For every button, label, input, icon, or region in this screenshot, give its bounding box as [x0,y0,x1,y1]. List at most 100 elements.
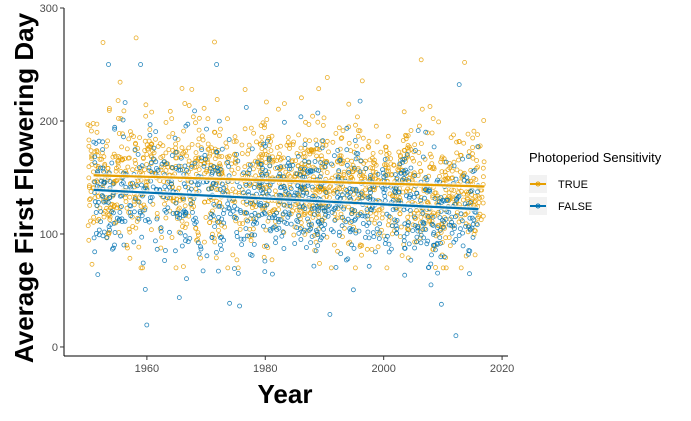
data-point [309,206,315,212]
data-point [383,162,389,168]
data-point [474,158,480,163]
data-point [196,251,202,257]
data-point [92,160,98,166]
data-point [377,221,383,227]
data-point [94,149,100,155]
data-point [286,166,292,172]
data-point [336,229,342,235]
data-point [251,241,257,247]
data-point [211,235,217,241]
data-point [227,211,233,217]
data-point [429,130,435,136]
data-point [246,170,252,176]
data-point [373,249,378,255]
data-point [471,231,477,237]
data-point [86,143,92,149]
data-point [285,214,291,220]
data-point [120,180,126,186]
data-point [210,181,216,187]
data-point [399,253,405,259]
data-point [432,196,438,202]
data-point [425,213,430,219]
data-point [329,161,334,167]
data-point [327,311,333,317]
data-point [408,165,414,171]
data-point [308,223,314,229]
data-point [204,253,210,259]
data-point [443,265,449,271]
data-point [216,118,222,124]
data-point [181,181,187,187]
data-point [415,210,421,216]
data-point [259,211,265,217]
data-point [439,169,445,175]
data-point [323,160,329,166]
data-point [153,129,159,135]
data-point [376,236,382,242]
data-point [350,287,356,293]
data-point [198,246,204,252]
data-point [366,138,372,144]
data-point [475,215,481,221]
data-point [284,203,290,209]
data-point [395,197,401,203]
data-point [149,109,155,115]
data-point [438,301,444,307]
data-point [85,122,91,127]
data-point [273,240,278,246]
data-point [126,226,132,232]
data-point [96,227,102,233]
data-point [431,166,437,172]
data-point [195,230,201,236]
data-point [324,75,330,80]
data-point [427,165,433,170]
data-point [179,145,185,151]
data-point [176,215,182,221]
data-point [93,210,99,215]
data-point [459,173,465,179]
data-point [373,172,379,178]
data-point [210,213,216,219]
data-point [109,160,115,166]
data-point [111,151,117,157]
data-point [179,218,185,224]
data-point [215,219,221,225]
data-point [92,249,98,255]
data-point [365,213,370,219]
data-point [162,184,168,190]
data-point [412,173,418,178]
data-point [286,210,292,216]
data-point [175,137,181,142]
data-point [231,139,237,145]
data-point [451,132,456,138]
data-point [182,101,188,106]
data-point [427,219,433,225]
data-point [259,171,265,177]
data-point [394,218,400,223]
data-point [294,207,300,213]
data-point [480,200,486,206]
data-point [298,95,304,101]
data-point [341,169,347,175]
data-point [95,194,101,200]
data-point [217,126,223,132]
data-point [333,173,339,179]
data-point [303,245,309,250]
data-point [362,213,368,219]
data-point [281,164,287,170]
data-point [294,217,300,223]
data-point [117,193,123,199]
data-point [87,197,92,203]
data-point [209,208,215,214]
data-point [196,115,202,121]
data-point [132,196,138,202]
data-point [133,161,139,166]
data-point [357,169,363,175]
data-point [374,139,380,145]
data-point [230,208,236,214]
data-point [243,182,249,188]
data-point [91,214,96,220]
data-point [226,137,232,142]
data-point [408,257,414,263]
data-point [185,239,191,245]
